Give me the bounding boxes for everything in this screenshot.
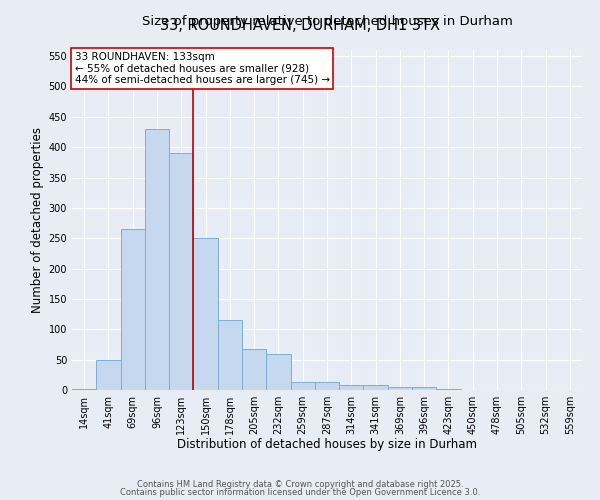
Text: Contains public sector information licensed under the Open Government Licence 3.: Contains public sector information licen… xyxy=(120,488,480,497)
Bar xyxy=(96,360,121,390)
Bar xyxy=(72,389,96,390)
Bar xyxy=(169,153,193,390)
Text: 33 ROUNDHAVEN: 133sqm
← 55% of detached houses are smaller (928)
44% of semi-det: 33 ROUNDHAVEN: 133sqm ← 55% of detached … xyxy=(74,52,329,85)
Bar xyxy=(193,238,218,390)
Bar xyxy=(364,385,388,390)
Bar xyxy=(412,387,436,390)
Bar xyxy=(266,354,290,390)
Bar xyxy=(242,348,266,390)
X-axis label: Distribution of detached houses by size in Durham: Distribution of detached houses by size … xyxy=(177,438,477,452)
Bar xyxy=(339,385,364,390)
Bar xyxy=(145,129,169,390)
Text: 33, ROUNDHAVEN, DURHAM, DH1 3TX: 33, ROUNDHAVEN, DURHAM, DH1 3TX xyxy=(160,18,440,32)
Bar xyxy=(436,389,461,390)
Bar xyxy=(121,229,145,390)
Bar xyxy=(315,382,339,390)
Bar xyxy=(388,387,412,390)
Bar xyxy=(290,382,315,390)
Text: Contains HM Land Registry data © Crown copyright and database right 2025.: Contains HM Land Registry data © Crown c… xyxy=(137,480,463,489)
Y-axis label: Number of detached properties: Number of detached properties xyxy=(31,127,44,313)
Bar xyxy=(218,320,242,390)
Title: Size of property relative to detached houses in Durham: Size of property relative to detached ho… xyxy=(142,15,512,28)
